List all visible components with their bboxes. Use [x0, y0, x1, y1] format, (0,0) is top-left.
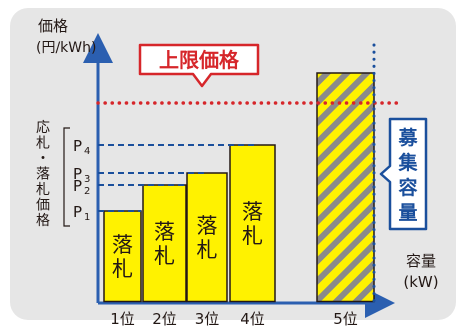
svg-text:札: 札	[112, 257, 133, 281]
svg-text:・: ・	[36, 151, 50, 167]
svg-text:価: 価	[36, 198, 50, 214]
svg-text:応: 応	[36, 120, 50, 136]
bar-label-3: 落札	[197, 214, 218, 262]
svg-text:P: P	[73, 177, 82, 195]
bar-4	[229, 144, 276, 303]
bar-label-1: 落札	[112, 233, 133, 281]
bar-1	[103, 210, 142, 303]
bar-3	[186, 172, 228, 303]
x-tick-label-3: 3位	[195, 310, 220, 328]
svg-text:量: 量	[398, 202, 417, 224]
svg-text:3: 3	[84, 174, 90, 185]
svg-text:格: 格	[36, 213, 50, 229]
cap-label: 上限価格	[138, 43, 260, 88]
svg-text:落: 落	[154, 220, 175, 244]
x-tick-label-1: 1位	[110, 310, 135, 328]
x-axis-label: 容量	[406, 252, 436, 270]
y-axis-label: 価格	[38, 17, 68, 35]
svg-text:募: 募	[397, 127, 418, 149]
bar-2	[142, 184, 187, 303]
svg-text:1: 1	[84, 212, 90, 223]
x-tick-label-5: 5位	[333, 310, 358, 328]
svg-text:2: 2	[84, 186, 90, 197]
svg-text:P: P	[73, 137, 82, 155]
x-tick-label-2: 2位	[152, 310, 177, 328]
bar-label-4: 落札	[242, 200, 263, 248]
svg-text:札: 札	[36, 136, 50, 152]
svg-text:上限価格: 上限価格	[159, 48, 240, 72]
svg-text:P: P	[73, 165, 82, 183]
x-axis-unit: (kW)	[403, 273, 438, 291]
y-axis-unit: (円/kWh)	[36, 40, 96, 56]
svg-text:落: 落	[36, 167, 50, 183]
x-tick-label-4: 4位	[240, 310, 265, 328]
svg-text:札: 札	[36, 182, 50, 198]
svg-text:札: 札	[242, 224, 263, 248]
svg-text:札: 札	[154, 244, 175, 268]
svg-text:P: P	[73, 203, 82, 221]
svg-text:落: 落	[112, 233, 133, 257]
svg-text:札: 札	[197, 238, 218, 262]
svg-text:4: 4	[84, 146, 90, 157]
bar-5	[316, 72, 375, 303]
svg-text:集: 集	[397, 151, 418, 174]
price-bracket	[63, 127, 70, 227]
svg-text:容: 容	[398, 176, 417, 199]
svg-text:落: 落	[197, 214, 218, 238]
svg-text:落: 落	[242, 200, 263, 224]
bar-label-2: 落札	[154, 220, 175, 268]
